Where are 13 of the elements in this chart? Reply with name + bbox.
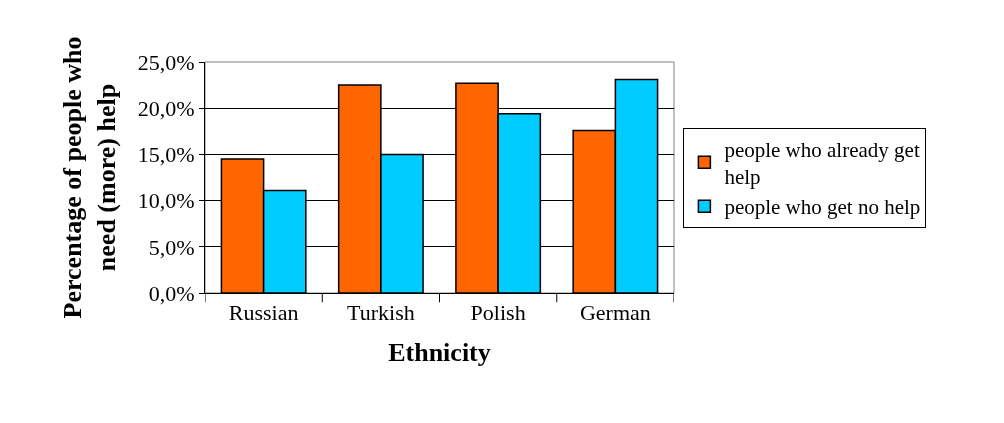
x-tick-label: Polish [470,300,526,326]
y-tick-label: 5,0% [148,234,195,260]
y-tick-label: 25,0% [137,49,195,75]
y-axis-title: Percentage of people who need (more) help [58,36,122,319]
y-tick-label: 0,0% [148,280,195,306]
x-tick-label: Russian [228,300,299,326]
x-tick-label: Turkish [347,300,415,326]
y-tick-label: 15,0% [137,142,195,168]
legend-label: people who get no help [724,195,921,220]
x-tick-label: German [579,300,651,326]
y-tick-label: 20,0% [137,95,195,121]
x-axis-title: Ethnicity [388,338,491,368]
y-tick-label: 10,0% [137,188,195,214]
